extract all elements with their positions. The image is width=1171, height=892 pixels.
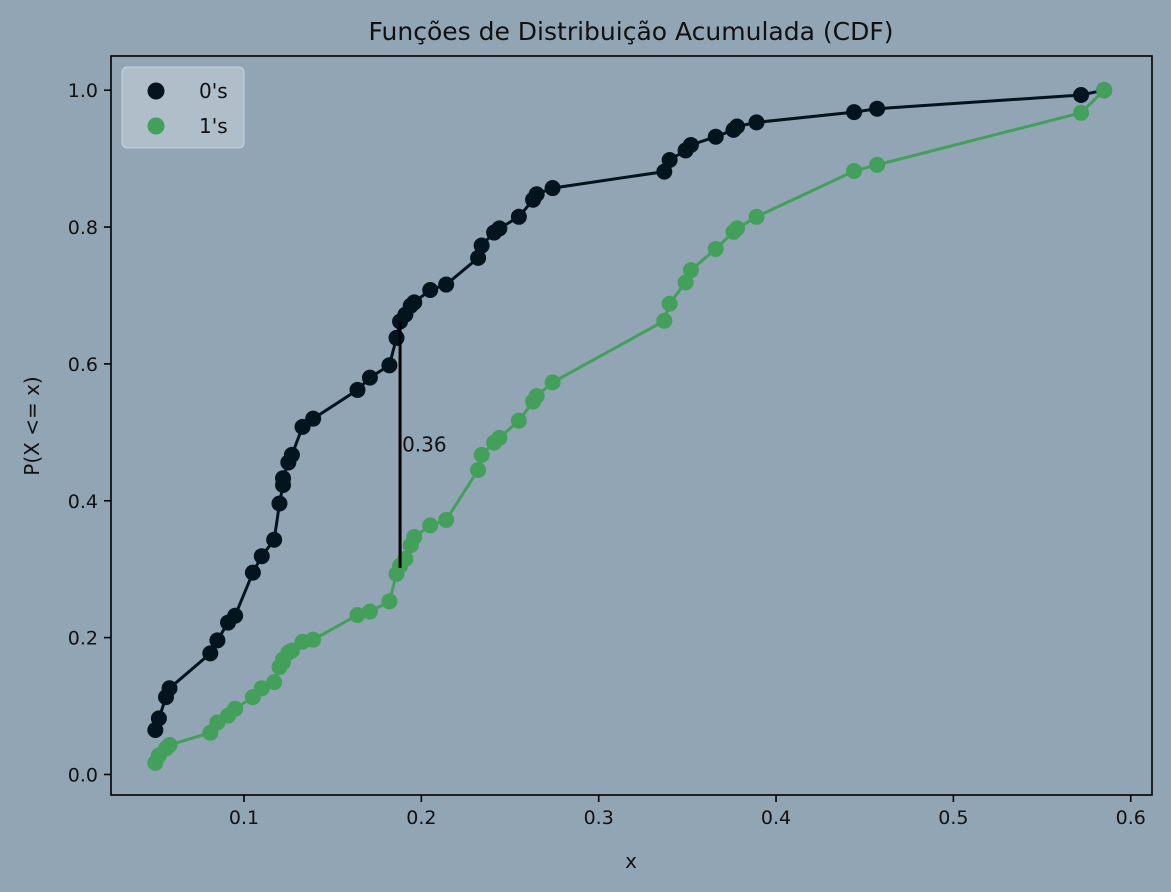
y-tick-label: 1.0 bbox=[68, 80, 98, 102]
data-point-0s bbox=[661, 152, 678, 169]
data-point-1s bbox=[869, 156, 886, 173]
y-tick-label: 0.2 bbox=[68, 628, 98, 650]
data-point-0s bbox=[161, 680, 178, 697]
x-tick-label: 0.3 bbox=[584, 807, 614, 829]
data-point-0s bbox=[473, 237, 490, 254]
data-point-1s bbox=[283, 642, 300, 659]
data-point-1s bbox=[1073, 104, 1090, 121]
data-point-0s bbox=[227, 607, 244, 624]
data-point-0s bbox=[869, 100, 886, 117]
data-point-1s bbox=[656, 312, 673, 329]
data-point-1s bbox=[266, 674, 283, 691]
x-tick-label: 0.5 bbox=[938, 807, 968, 829]
data-point-0s bbox=[1073, 87, 1090, 104]
data-point-0s bbox=[491, 220, 508, 237]
data-point-1s bbox=[544, 374, 561, 391]
data-point-0s bbox=[381, 357, 398, 374]
data-point-0s bbox=[361, 369, 378, 386]
data-point-0s bbox=[388, 329, 405, 346]
data-point-0s bbox=[544, 180, 561, 197]
data-point-1s bbox=[510, 412, 527, 429]
data-point-0s bbox=[682, 136, 699, 153]
data-point-1s bbox=[729, 220, 746, 237]
axis-ticks: 0.1 0.2 0.3 0.4 0.5 0.6 0.0 0.2 0.4 0.6 0.8 1.0 bbox=[68, 80, 1146, 829]
data-point-0s bbox=[707, 128, 724, 145]
y-tick-label: 0.8 bbox=[68, 217, 98, 239]
data-point-1s bbox=[227, 700, 244, 717]
x-tick-label: 0.2 bbox=[406, 807, 436, 829]
data-point-0s bbox=[283, 446, 300, 463]
data-point-1s bbox=[846, 162, 863, 179]
data-point-1s bbox=[161, 737, 178, 754]
ks-distance-label: 0.36 bbox=[402, 433, 447, 457]
data-point-0s bbox=[438, 276, 455, 293]
data-point-1s bbox=[253, 680, 270, 697]
data-point-0s bbox=[748, 114, 765, 131]
x-tick-label: 0.6 bbox=[1116, 807, 1146, 829]
x-axis-label: x bbox=[625, 849, 637, 873]
data-point-1s bbox=[473, 446, 490, 463]
data-point-0s bbox=[528, 186, 545, 203]
legend-label-0s: 0's bbox=[199, 79, 228, 103]
data-point-0s bbox=[244, 564, 261, 581]
legend: 0's 1's bbox=[121, 66, 245, 149]
data-point-0s bbox=[150, 710, 167, 727]
data-point-0s bbox=[253, 548, 270, 565]
data-point-1s bbox=[707, 240, 724, 257]
data-point-0s bbox=[470, 249, 487, 266]
data-point-1s bbox=[406, 529, 423, 546]
data-point-1s bbox=[381, 593, 398, 610]
data-point-1s bbox=[361, 603, 378, 620]
legend-marker-1s bbox=[147, 117, 165, 135]
data-point-0s bbox=[349, 381, 366, 398]
data-point-1s bbox=[438, 511, 455, 528]
data-point-0s bbox=[406, 294, 423, 311]
y-tick-label: 0.4 bbox=[68, 491, 98, 513]
data-point-1s bbox=[661, 295, 678, 312]
data-point-1s bbox=[422, 517, 439, 534]
data-point-1s bbox=[682, 262, 699, 279]
data-point-0s bbox=[422, 282, 439, 299]
y-tick-label: 0.6 bbox=[68, 354, 98, 376]
data-point-0s bbox=[271, 495, 288, 512]
data-point-1s bbox=[677, 274, 694, 291]
data-point-1s bbox=[748, 208, 765, 225]
data-point-0s bbox=[209, 632, 226, 649]
data-point-0s bbox=[510, 208, 527, 225]
data-point-1s bbox=[491, 429, 508, 446]
x-tick-label: 0.1 bbox=[229, 807, 259, 829]
data-point-0s bbox=[266, 531, 283, 548]
data-point-0s bbox=[729, 118, 746, 135]
chart-title: Funções de Distribuição Acumulada (CDF) bbox=[369, 17, 894, 46]
legend-marker-0s bbox=[147, 82, 165, 100]
data-point-1s bbox=[528, 388, 545, 405]
data-point-0s bbox=[846, 104, 863, 121]
data-point-0s bbox=[202, 645, 219, 662]
data-point-0s bbox=[305, 410, 322, 427]
legend-label-1s: 1's bbox=[199, 114, 228, 138]
data-point-1s bbox=[349, 607, 366, 624]
data-point-0s bbox=[275, 470, 292, 487]
data-point-1s bbox=[1096, 82, 1113, 99]
data-point-1s bbox=[305, 631, 322, 648]
x-tick-label: 0.4 bbox=[761, 807, 791, 829]
y-axis-label: P(X <= x) bbox=[20, 376, 44, 475]
plot-area: 0.36 bbox=[147, 82, 1113, 771]
y-tick-label: 0.0 bbox=[68, 764, 98, 786]
axes-frame bbox=[110, 55, 1153, 796]
data-point-1s bbox=[470, 461, 487, 478]
